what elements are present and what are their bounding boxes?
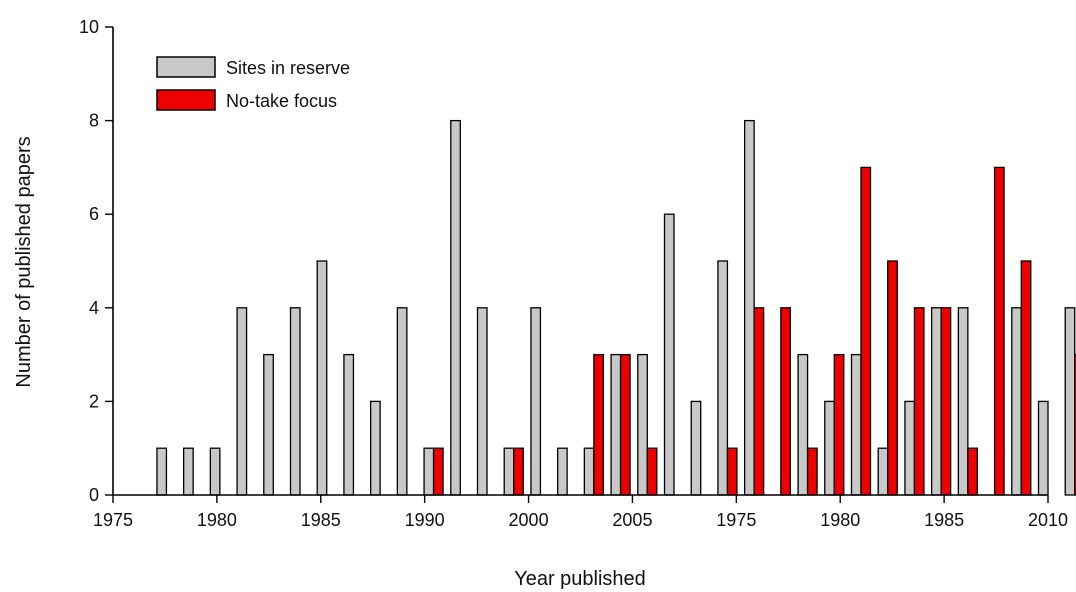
bar-sites-in-reserve-1987 [423, 447, 435, 496]
y-tick-label: 2 [89, 391, 99, 411]
bar-sites-in-reserve-1995 [637, 353, 648, 496]
bar-sites-in-reserve-2010 [1037, 400, 1049, 496]
y-tick-label: 10 [79, 17, 99, 37]
ticks-group: 0 2 4 6 8 10 1975 1980 1985 1990 2000 2005 1975 1980 1… [79, 17, 1068, 530]
bar-no-take-focus-2003 [860, 166, 872, 496]
y-tick-label: 8 [89, 111, 99, 131]
x-tick-label: 2005 [612, 510, 652, 530]
bar-no-take-focus-1987 [432, 447, 444, 496]
bar-no-take-focus-2000 [780, 307, 792, 496]
bar-sites-in-reserve-1993 [583, 447, 595, 496]
bar-sites-in-reserve-1979 [209, 447, 221, 496]
bar-sites-in-reserve-2006 [930, 307, 942, 496]
bar-no-take-focus-2007 [967, 447, 979, 496]
x-tick-label: 2000 [509, 510, 549, 530]
bar-sites-in-reserve-1984 [343, 353, 355, 496]
bar-sites-in-reserve-1994 [610, 353, 622, 496]
bar-sites-in-reserve-1988 [450, 119, 461, 496]
bar-sites-in-reserve-1981 [263, 353, 274, 496]
bar-sites-in-reserve-2004 [877, 447, 889, 496]
bar-sites-in-reserve-1992 [556, 447, 568, 496]
bar-no-take-focus-2011 [1074, 353, 1076, 496]
bar-no-take-focus-2005 [913, 307, 925, 496]
bar-sites-in-reserve-1977 [156, 447, 168, 496]
bar-sites-in-reserve-1986 [396, 307, 408, 496]
bar-no-take-focus-2004 [887, 260, 898, 496]
x-tick-label: 1980 [197, 510, 237, 530]
bar-sites-in-reserve-1980 [236, 307, 248, 496]
bar-sites-in-reserve-2001 [797, 353, 809, 496]
legend-label-sites-in-reserve: Sites in reserve [226, 58, 350, 78]
y-tick-label: 0 [89, 485, 99, 505]
x-tick-label: 1975 [716, 510, 756, 530]
y-tick-label: 4 [89, 298, 99, 318]
x-tick-label: 1985 [301, 510, 341, 530]
bar-sites-in-reserve-2007 [957, 307, 969, 496]
bar-sites-in-reserve-1997 [690, 400, 702, 496]
bar-no-take-focus-2009 [1020, 260, 1032, 496]
bar-sites-in-reserve-1982 [289, 307, 301, 496]
bar-sites-in-reserve-1978 [182, 447, 194, 496]
x-tick-label: 1985 [924, 510, 964, 530]
bar-sites-in-reserve-2009 [1011, 307, 1022, 496]
bar-sites-in-reserve-1991 [530, 307, 542, 496]
bar-sites-in-reserve-1998 [717, 260, 729, 496]
bar-no-take-focus-2008 [993, 166, 1005, 496]
bar-no-take-focus-1999 [753, 307, 765, 496]
bars-group [156, 119, 1076, 496]
legend-swatch-no-take-focus [156, 89, 216, 111]
bar-no-take-focus-1998 [726, 447, 738, 496]
bar-sites-in-reserve-2003 [850, 353, 862, 496]
bar-no-take-focus-1993 [593, 353, 605, 496]
bar-no-take-focus-1990 [513, 447, 524, 496]
bar-sites-in-reserve-1983 [316, 260, 328, 496]
bar-no-take-focus-1994 [619, 353, 631, 496]
y-tick-label: 6 [89, 204, 99, 224]
bar-no-take-focus-1995 [646, 447, 658, 496]
bar-sites-in-reserve-1999 [743, 119, 755, 496]
x-axis-title: Year published [514, 568, 646, 590]
bar-sites-in-reserve-1989 [476, 307, 488, 496]
bar-no-take-focus-2002 [833, 353, 845, 496]
legend: Sites in reserve No-take focus [156, 56, 350, 111]
legend-label-no-take-focus: No-take focus [226, 91, 337, 111]
legend-swatch-sites-in-reserve [156, 56, 216, 78]
y-axis-title: Number of published papers [13, 136, 35, 387]
bar-sites-in-reserve-1985 [369, 400, 381, 496]
axes-group [112, 27, 1048, 496]
x-tick-label: 2010 [1028, 510, 1068, 530]
x-tick-label: 1980 [820, 510, 860, 530]
x-tick-label: 1975 [93, 510, 133, 530]
x-tick-label: 1990 [405, 510, 445, 530]
bar-no-take-focus-2001 [806, 447, 818, 496]
bar-sites-in-reserve-2002 [824, 400, 835, 496]
bar-sites-in-reserve-2011 [1064, 307, 1076, 496]
bar-no-take-focus-2006 [940, 307, 952, 496]
bar-sites-in-reserve-1990 [503, 447, 515, 496]
bar-sites-in-reserve-2005 [904, 400, 916, 496]
bar-sites-in-reserve-1996 [663, 213, 675, 496]
